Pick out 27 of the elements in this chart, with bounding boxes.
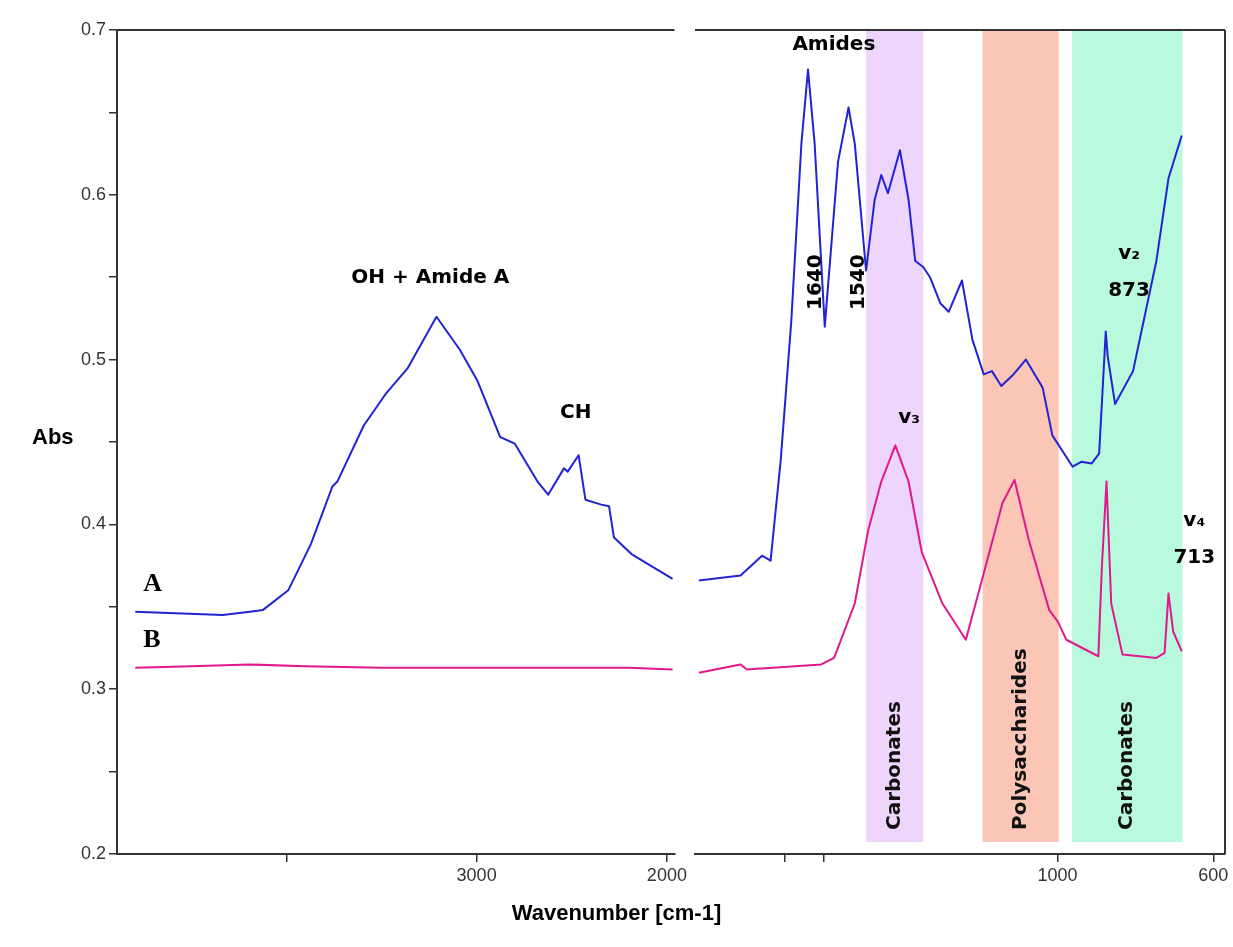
- x-tick-label: 1000: [1037, 864, 1078, 885]
- y-tick-label: 0.3: [80, 678, 106, 699]
- band-label: Carbonates: [1113, 701, 1138, 830]
- y-tick-label: 0.7: [80, 18, 106, 39]
- x-axis-title: Wavenumber [cm-1]: [510, 900, 723, 926]
- x-tick-label: 2000: [646, 864, 687, 885]
- y-tick-label: 0.4: [80, 513, 106, 534]
- annotation: OH + Amide A: [351, 264, 510, 289]
- annotation: CH: [560, 399, 592, 424]
- annotation: 1540: [844, 254, 869, 310]
- x-tick-label: 600: [1198, 864, 1229, 885]
- annotation: 1640: [802, 254, 827, 310]
- y-axis-title: Abs: [32, 424, 74, 450]
- band-label: Polysaccharides: [1006, 648, 1031, 830]
- annotation: v₃: [898, 404, 921, 429]
- annotation: Amides: [792, 31, 876, 56]
- annotation: 713: [1173, 544, 1216, 569]
- y-tick-label: 0.2: [80, 842, 106, 863]
- series-label: B: [143, 624, 161, 654]
- y-tick-label: 0.5: [80, 348, 106, 369]
- x-tick-label: 3000: [456, 864, 497, 885]
- series-label: A: [143, 568, 163, 598]
- annotation: v₂: [1118, 240, 1140, 265]
- y-tick-label: 0.6: [80, 183, 106, 204]
- annotation: v₄: [1183, 507, 1206, 532]
- annotation: 873: [1108, 276, 1150, 301]
- band-label: Carbonates: [880, 701, 905, 830]
